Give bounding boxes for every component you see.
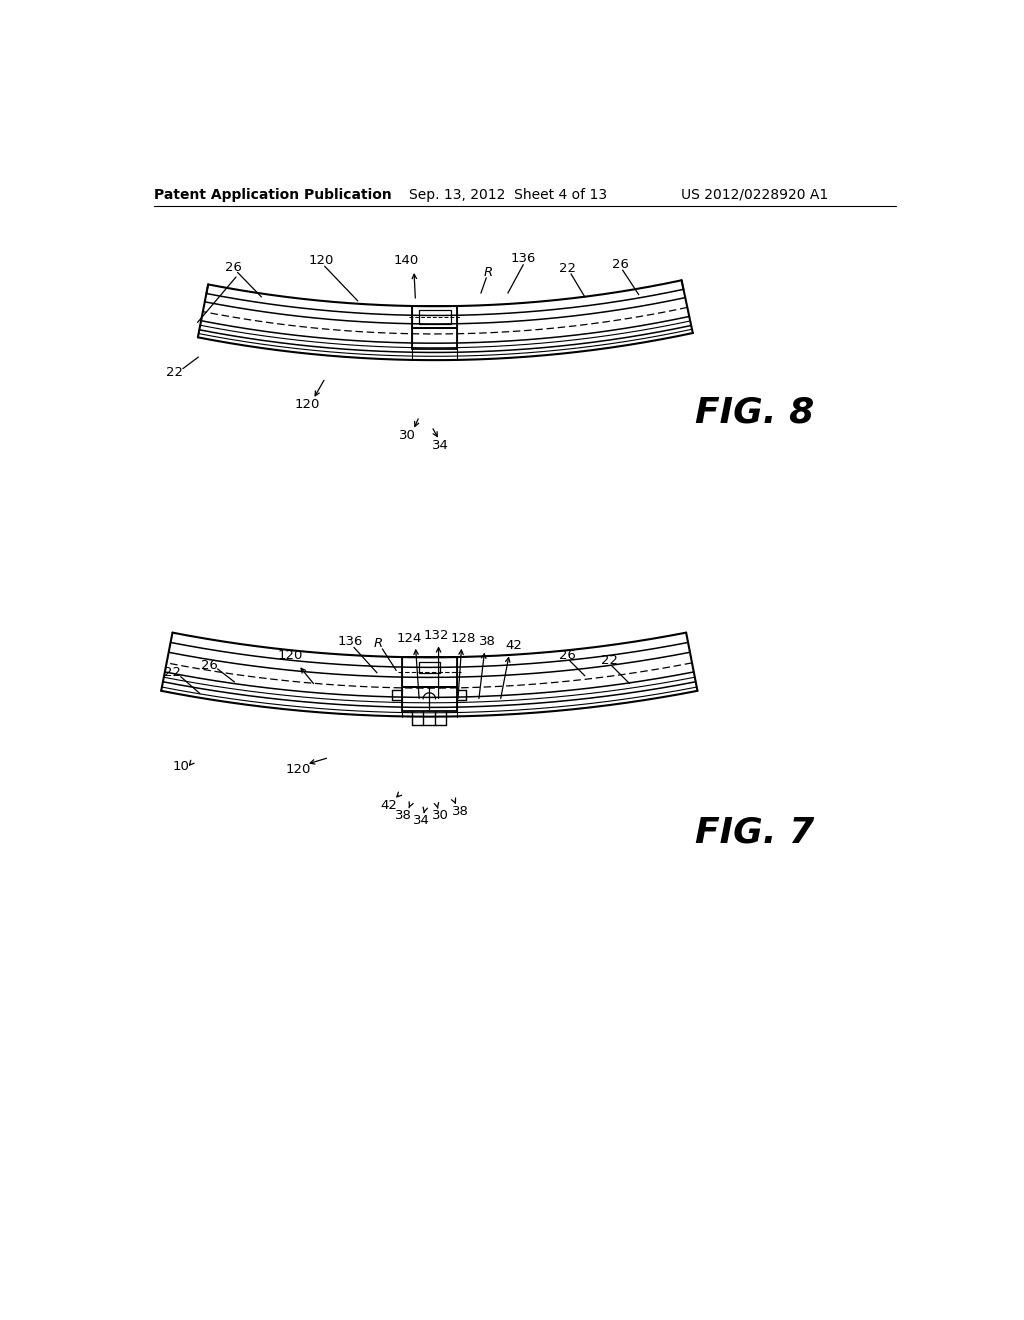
Text: 38: 38 xyxy=(452,805,469,818)
Text: 120: 120 xyxy=(278,648,303,661)
Bar xyxy=(419,663,440,673)
Text: Sep. 13, 2012  Sheet 4 of 13: Sep. 13, 2012 Sheet 4 of 13 xyxy=(409,187,607,202)
Text: 132: 132 xyxy=(424,630,449,643)
Text: 34: 34 xyxy=(413,814,430,828)
Text: Patent Application Publication: Patent Application Publication xyxy=(155,187,392,202)
Text: 140: 140 xyxy=(393,255,419,268)
Text: 136: 136 xyxy=(337,635,362,648)
Text: 38: 38 xyxy=(395,809,413,822)
Text: 34: 34 xyxy=(432,440,450,453)
Bar xyxy=(413,327,457,350)
Text: 22: 22 xyxy=(601,653,618,667)
Text: 22: 22 xyxy=(559,261,577,275)
Text: 22: 22 xyxy=(165,667,181,680)
Text: 30: 30 xyxy=(399,429,416,442)
Text: R: R xyxy=(374,638,383,649)
Text: 26: 26 xyxy=(202,659,218,672)
Text: 120: 120 xyxy=(295,399,321,412)
Text: 22: 22 xyxy=(166,366,183,379)
Text: 10: 10 xyxy=(172,760,189,774)
Bar xyxy=(419,310,451,323)
Text: 42: 42 xyxy=(380,799,397,812)
Bar xyxy=(413,306,457,327)
Text: 38: 38 xyxy=(479,635,497,648)
Text: 124: 124 xyxy=(396,631,422,644)
Text: US 2012/0228920 A1: US 2012/0228920 A1 xyxy=(681,187,827,202)
Text: 26: 26 xyxy=(224,261,242,275)
Text: FIG. 7: FIG. 7 xyxy=(694,816,814,849)
Text: FIG. 8: FIG. 8 xyxy=(694,396,814,429)
Text: 26: 26 xyxy=(559,648,577,661)
Text: 128: 128 xyxy=(451,631,476,644)
Text: R: R xyxy=(484,265,494,279)
Bar xyxy=(401,686,457,711)
Text: 42: 42 xyxy=(506,639,522,652)
Bar xyxy=(401,657,457,686)
Text: 136: 136 xyxy=(511,252,536,265)
Text: 30: 30 xyxy=(432,809,449,822)
Text: 120: 120 xyxy=(286,763,311,776)
Text: 26: 26 xyxy=(612,259,629,271)
Text: 120: 120 xyxy=(309,255,334,268)
